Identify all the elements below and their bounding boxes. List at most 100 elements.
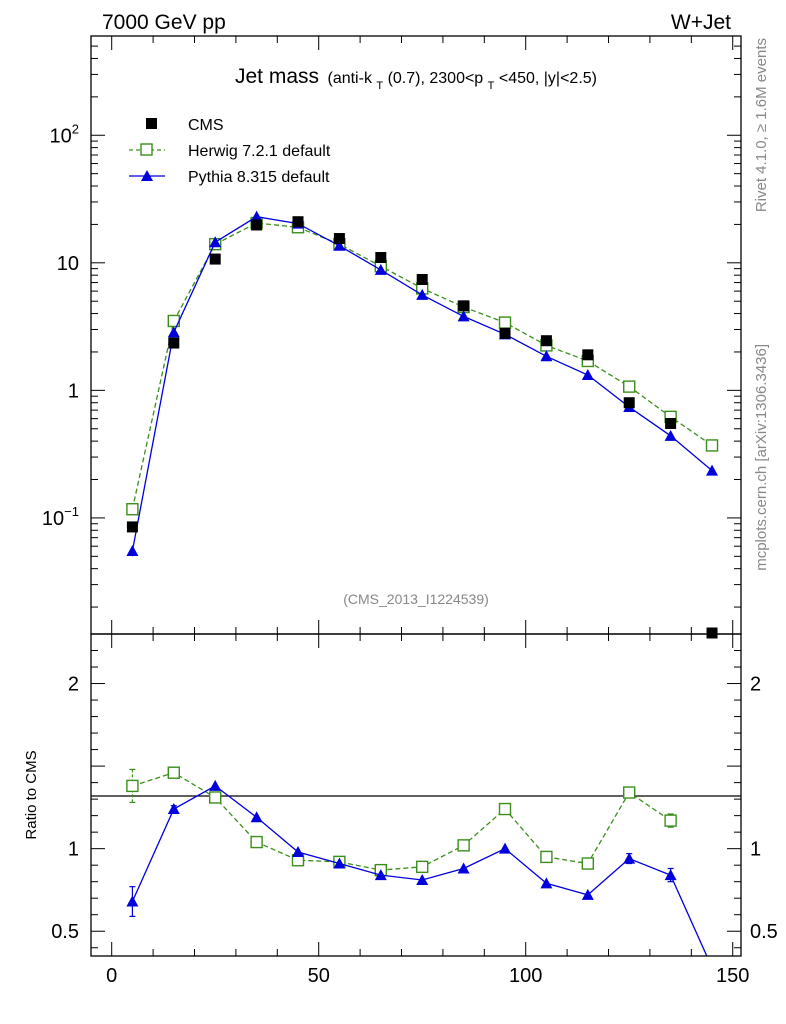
ratio-y-tick-label: 1: [68, 839, 79, 861]
legend-label-pythia: Pythia 8.315 default: [188, 169, 330, 186]
title-part-2: (0.7), 2300<p: [388, 70, 484, 87]
ratio-frame: [90, 633, 742, 957]
legend-marker-cms: [146, 118, 157, 129]
pythia-ratio-point: [126, 895, 139, 907]
herwig-ratio-point: [664, 814, 677, 827]
ratio-y-tick-label: 2: [68, 674, 79, 696]
legend-marker-herwig: [140, 143, 153, 156]
ratio-y-tick-label-right: 1: [750, 839, 761, 861]
pythia-ratio-point: [209, 779, 222, 791]
energy-label: 7000 GeV pp: [102, 11, 226, 34]
pythia-ratio-point: [664, 869, 677, 881]
legend-marker-pythia: [141, 170, 153, 181]
analysis-id: (CMS_2013_I1224539): [343, 591, 489, 607]
pythia-ratio-point: [416, 874, 429, 886]
pythia-point: [250, 210, 263, 222]
y-tick-label: 10: [57, 253, 79, 275]
title-part-1: (anti-k: [327, 70, 372, 87]
herwig-ratio-point: [167, 766, 181, 779]
title-sub-1: T: [376, 80, 383, 92]
x-tick-label: 100: [509, 965, 542, 987]
pythia-ratio-point: [292, 845, 305, 857]
pythia-ratio-point: [581, 888, 594, 900]
herwig-ratio-point: [623, 786, 636, 799]
herwig-ratio-point: [581, 857, 595, 870]
herwig-ratio-line: [132, 771, 671, 871]
pythia-point: [706, 464, 719, 476]
herwig-point: [498, 316, 512, 329]
ratio-series-herwig: [126, 766, 677, 877]
pythia-point: [167, 326, 180, 338]
title-main: Jet mass: [235, 65, 319, 88]
data-point: [333, 233, 345, 245]
mcplots-label: mcplots.cern.ch [arXiv:1306.3436]: [753, 344, 770, 571]
herwig-ratio-point: [416, 860, 429, 874]
data-point: [665, 417, 677, 429]
herwig-point: [126, 503, 139, 516]
data-point: [251, 219, 263, 231]
rivet-label: Rivet 4.1.0, ≥ 1.6M events: [753, 38, 770, 212]
pythia-ratio-point: [457, 862, 470, 874]
pythia-ratio-point: [167, 803, 180, 815]
data-point: [416, 273, 428, 285]
y-tick-base: 10: [50, 125, 72, 147]
ratio-series-pythia: [126, 779, 708, 956]
herwig-point: [623, 380, 636, 393]
herwig-ratio-point: [457, 839, 470, 852]
ratio-y-tick-label-right: 2: [750, 674, 761, 696]
pythia-ratio-point: [499, 842, 512, 854]
data-point: [168, 337, 180, 349]
data-point: [126, 521, 138, 533]
ratio-y-tick-label: 0.5: [51, 921, 79, 943]
x-tick-label: 0: [106, 965, 117, 987]
ratio-clip: [126, 766, 708, 956]
legend: CMS Herwig 7.2.1 default Pythia 8.315 de…: [129, 117, 331, 186]
data-point: [375, 252, 387, 264]
herwig-ratio-point: [209, 791, 222, 804]
pythia-point: [457, 310, 470, 322]
legend-label-herwig: Herwig 7.2.1 default: [188, 143, 331, 160]
pythia-point: [209, 236, 222, 248]
y-tick-exponent: 2: [72, 121, 79, 136]
title-sub-2: T: [488, 80, 495, 92]
pythia-ratio-point: [250, 811, 263, 823]
pythia-ratio-point: [333, 857, 346, 869]
pythia-ratio-point: [540, 877, 553, 889]
ratio-ylabel: Ratio to CMS: [23, 750, 40, 839]
pythia-point: [416, 288, 429, 300]
pythia-point: [126, 545, 139, 557]
process-label: W+Jet: [671, 11, 731, 34]
data-point: [499, 327, 511, 339]
y-tick-label: 1: [68, 380, 79, 402]
main-ticks: [91, 35, 741, 634]
data-point: [582, 349, 594, 361]
herwig-ratio-point: [126, 779, 139, 793]
legend-label-cms: CMS: [188, 117, 224, 134]
data-point: [209, 253, 221, 265]
pythia-ratio-point: [374, 869, 387, 881]
pythia-ratio-point: [623, 852, 636, 864]
data-point: [540, 335, 552, 347]
plot-title: Jet mass (anti-k T (0.7), 2300<p T <450,…: [235, 65, 597, 93]
y-tick-base: 10: [42, 508, 64, 530]
herwig-ratio-point: [498, 802, 512, 816]
x-tick-label: 150: [716, 965, 749, 987]
main-series-data: [126, 216, 718, 639]
ratio-y-tick-label-right: 0.5: [750, 921, 778, 943]
pythia-point: [581, 368, 594, 380]
pythia-point: [333, 239, 346, 251]
herwig-point: [705, 439, 719, 452]
herwig-ratio-point: [540, 850, 553, 864]
data-point: [706, 627, 718, 639]
y-tick-label: 102: [50, 121, 79, 147]
herwig-ratio-point: [250, 835, 263, 849]
pythia-point: [664, 429, 677, 441]
data-point: [623, 397, 635, 409]
ratio-ticks: [91, 634, 741, 956]
title-part-3: <450, |y|<2.5): [499, 70, 597, 87]
